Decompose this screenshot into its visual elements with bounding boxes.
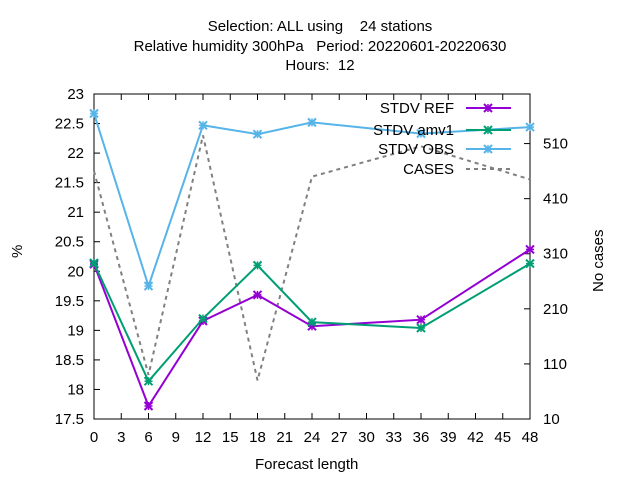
data-point-stdv-obs	[416, 128, 426, 139]
x-tick-label: 9	[172, 429, 180, 446]
x-tick-label: 33	[385, 429, 402, 446]
y2-tick-label: 110	[543, 356, 567, 373]
x-tick-label: 3	[117, 429, 125, 446]
legend: STDV REF STDV amv1 STDV OBS CASES	[373, 100, 511, 178]
data-point-stdv-obs	[525, 122, 535, 132]
y-tick-label: 20	[67, 263, 84, 280]
chart-title-line-3: Hours: 12	[285, 57, 355, 74]
data-point-stdv-amv1	[198, 313, 208, 324]
x-tick-label: 15	[222, 429, 239, 446]
data-point-stdv-ref	[416, 315, 426, 325]
x-axis-label: Forecast length	[255, 456, 359, 473]
y-tick-label: 18.5	[55, 352, 84, 369]
legend-marker-stdv-amv1	[483, 125, 493, 135]
legend-label-stdv-obs: STDV OBS	[378, 141, 454, 158]
x-tick-label: 12	[195, 429, 212, 446]
data-point-stdv-amv1	[252, 260, 263, 271]
data-point-stdv-amv1	[89, 258, 99, 268]
x-tick-label: 6	[144, 429, 152, 446]
legend-label-stdv-amv1: STDV amv1	[373, 122, 454, 139]
data-point-stdv-obs	[89, 108, 99, 119]
chart-title-line-2: Relative humidity 300hPa Period: 2022060…	[133, 38, 507, 55]
data-point-stdv-obs	[143, 281, 154, 291]
y-tick-label: 19	[67, 322, 84, 339]
x-tick-label: 27	[331, 429, 348, 446]
data-point-stdv-obs	[252, 129, 263, 139]
y-tick-label: 20.5	[55, 234, 84, 251]
y-tick-label: 21.5	[55, 175, 84, 192]
y-tick-label: 17.5	[55, 411, 84, 428]
chart-title-line-1: Selection: ALL using 24 stations	[207, 18, 433, 35]
data-point-stdv-amv1	[143, 376, 154, 386]
y2-tick-label: 310	[543, 246, 568, 263]
data-point-stdv-amv1	[525, 258, 535, 269]
legend-label-cases: CASES	[403, 161, 454, 178]
x-tick-label: 48	[522, 429, 539, 446]
y2-tick-label: 410	[543, 191, 568, 208]
y2-axis-label: No cases	[590, 229, 607, 292]
x-tick-label: 39	[440, 429, 457, 446]
y2-tick-label: 10	[543, 411, 560, 428]
x-tick-label: 30	[358, 429, 375, 446]
x-tick-label: 42	[467, 429, 484, 446]
x-tick-label: 0	[90, 429, 98, 446]
legend-marker-stdv-obs	[483, 144, 493, 154]
data-point-stdv-ref	[525, 244, 535, 255]
y-tick-label: 23	[67, 86, 84, 103]
data-point-stdv-ref	[143, 401, 154, 411]
x-tick-label: 21	[276, 429, 293, 446]
series-layer	[89, 108, 535, 411]
x-tick-label: 18	[249, 429, 266, 446]
data-point-stdv-amv1	[416, 323, 426, 333]
series-line-cases	[93, 135, 531, 381]
y-tick-label: 19.5	[55, 293, 84, 310]
y-tick-label: 18	[67, 381, 84, 398]
y-tick-label: 22.5	[55, 116, 84, 133]
data-point-stdv-obs	[307, 117, 317, 128]
x-tick-label: 36	[413, 429, 430, 446]
ticks-layer: 0 3 6 9 12 15 18 21 24 27 30 33 36 39 42 45 4817.51818.5…	[55, 86, 568, 446]
y2-tick-label: 510	[543, 136, 568, 153]
y-tick-label: 22	[67, 145, 84, 162]
x-tick-label: 24	[304, 429, 321, 446]
data-point-stdv-amv1	[307, 317, 317, 327]
x-tick-label: 45	[494, 429, 511, 446]
data-point-stdv-ref	[252, 290, 263, 300]
series-line-stdv-obs	[93, 113, 531, 290]
y-axis-label: %	[9, 244, 26, 258]
y-tick-label: 21	[67, 204, 84, 221]
y2-tick-label: 210	[543, 301, 568, 318]
data-point-stdv-obs	[198, 120, 208, 131]
legend-label-stdv-ref: STDV REF	[380, 100, 454, 117]
legend-marker-stdv-ref	[483, 103, 493, 113]
